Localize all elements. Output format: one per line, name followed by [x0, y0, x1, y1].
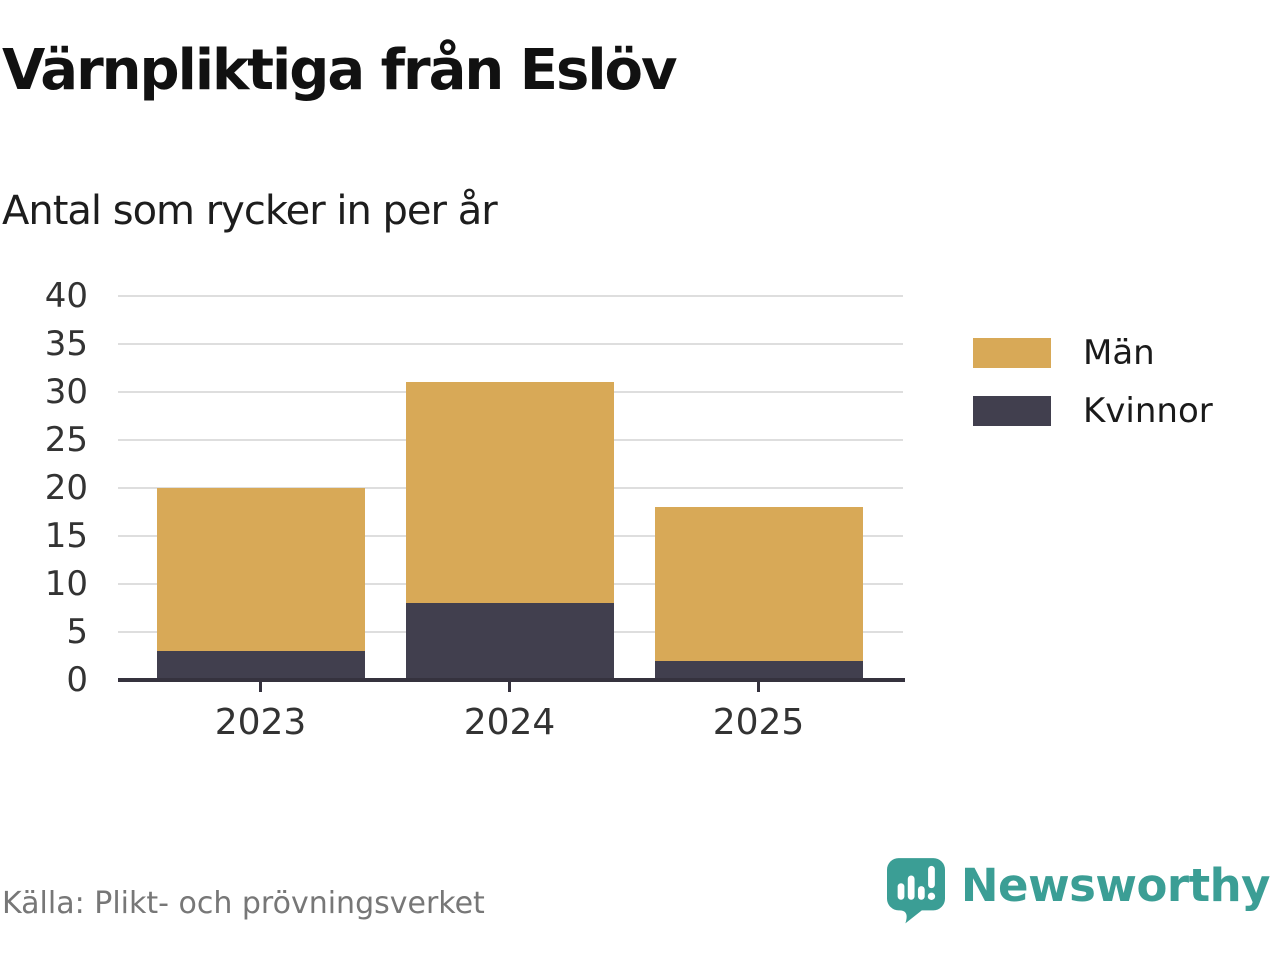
bar-segment-män-2025 — [654, 507, 863, 661]
legend-label-män: Män — [1083, 333, 1155, 373]
legend-label-kvinnor: Kvinnor — [1083, 391, 1213, 431]
y-tick-label: 15 — [44, 516, 88, 556]
logo-bar-1 — [897, 883, 905, 900]
x-tick-label-2024: 2024 — [463, 702, 556, 743]
y-tick-label: 20 — [44, 468, 88, 508]
x-tick-2024 — [508, 680, 511, 692]
legend-item-män: Män — [973, 333, 1213, 373]
y-axis-labels: 0 5 10 15 20 25 30 35 40 — [0, 279, 88, 697]
legend-swatch-kvinnor — [973, 396, 1051, 426]
legend: Män Kvinnor — [973, 333, 1213, 454]
y-gridline-35 — [118, 343, 903, 345]
bar-segment-kvinnor-2025 — [654, 660, 863, 680]
y-tick-label: 5 — [66, 612, 88, 652]
x-tick-label-2025: 2025 — [712, 702, 805, 743]
logo-bar-2 — [907, 875, 915, 900]
logo-bar-3 — [917, 886, 925, 900]
x-tick-label-2023: 2023 — [214, 702, 307, 743]
brand-wordmark: Newsworthy — [960, 858, 1271, 912]
y-tick-label: 35 — [44, 324, 88, 364]
stacked-bar-2024 — [405, 382, 614, 680]
y-tick-label: 0 — [66, 660, 88, 700]
legend-swatch-män — [973, 338, 1051, 368]
chart-subtitle: Antal som rycker in per år — [2, 188, 498, 234]
y-tick-label: 30 — [44, 372, 88, 412]
stacked-bar-2025 — [654, 507, 863, 680]
logo-exclamation-dot — [927, 892, 936, 900]
legend-item-kvinnor: Kvinnor — [973, 391, 1213, 431]
x-tick-2025 — [757, 680, 760, 692]
bar-segment-män-2024 — [405, 382, 614, 604]
newsworthy-logo: Newsworthy — [886, 858, 1271, 924]
stacked-bar-2023 — [156, 488, 365, 680]
chart-title: Värnpliktiga från Eslöv — [2, 38, 677, 103]
bar-segment-män-2023 — [156, 488, 365, 652]
y-tick-label: 25 — [44, 420, 88, 460]
x-tick-2023 — [259, 680, 262, 692]
bar-segment-kvinnor-2024 — [405, 603, 614, 680]
x-axis-labels: 2023 2024 2025 — [118, 702, 901, 746]
plot-area — [118, 295, 905, 692]
newsworthy-bubble-icon — [886, 858, 945, 924]
x-axis-line — [118, 678, 905, 682]
bar-segment-kvinnor-2023 — [156, 651, 365, 680]
y-gridline-40 — [118, 295, 903, 297]
logo-exclamation-bar — [927, 865, 935, 889]
source-note: Källa: Plikt- och prövningsverket — [2, 886, 485, 921]
y-tick-label: 10 — [44, 564, 88, 604]
y-tick-label: 40 — [44, 276, 88, 316]
